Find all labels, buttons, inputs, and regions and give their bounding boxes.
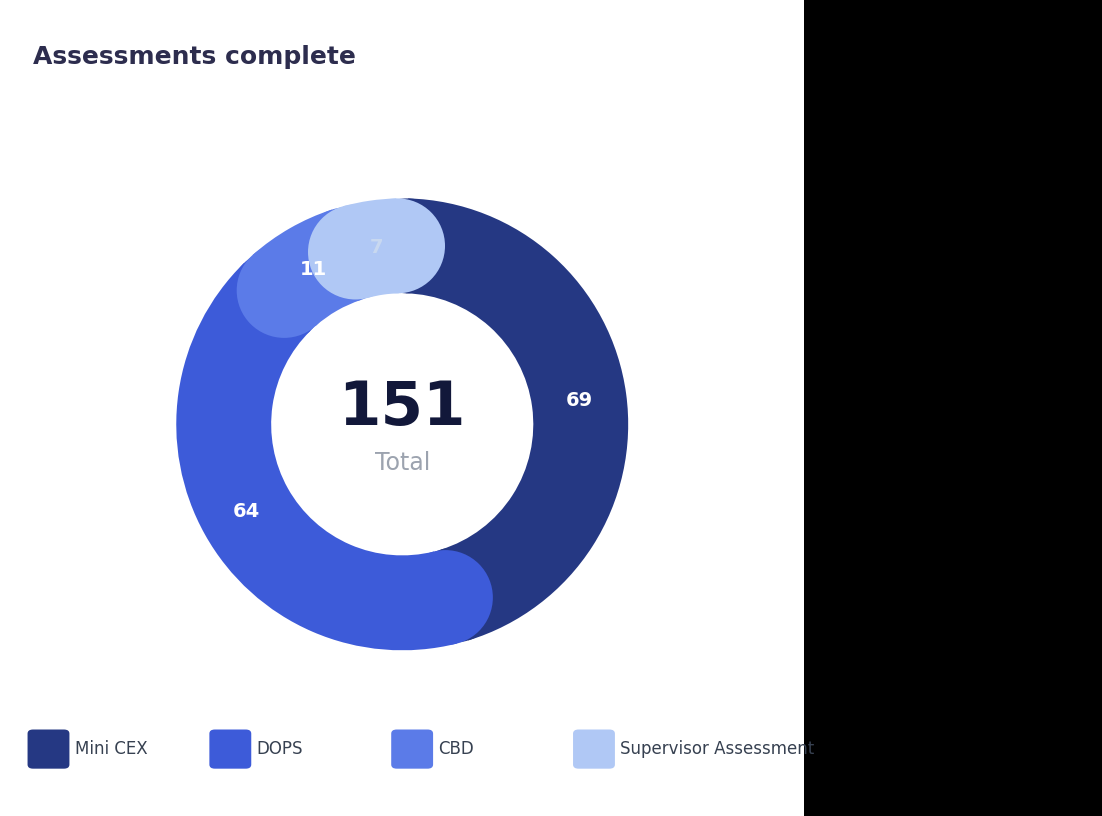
Circle shape bbox=[230, 250, 325, 344]
Wedge shape bbox=[176, 263, 457, 650]
Circle shape bbox=[398, 550, 493, 645]
Wedge shape bbox=[343, 198, 399, 298]
Circle shape bbox=[307, 205, 403, 299]
Circle shape bbox=[299, 207, 393, 302]
Text: Mini CEX: Mini CEX bbox=[75, 740, 148, 758]
Wedge shape bbox=[252, 210, 361, 326]
Text: 64: 64 bbox=[233, 502, 260, 521]
Text: Assessments complete: Assessments complete bbox=[33, 45, 356, 69]
Text: 151: 151 bbox=[338, 379, 466, 438]
Circle shape bbox=[350, 198, 445, 293]
Text: 69: 69 bbox=[565, 391, 593, 410]
Circle shape bbox=[359, 198, 454, 293]
Text: 11: 11 bbox=[300, 260, 327, 279]
Circle shape bbox=[407, 548, 501, 642]
Wedge shape bbox=[406, 198, 628, 641]
FancyBboxPatch shape bbox=[0, 0, 812, 816]
Text: 7: 7 bbox=[369, 238, 383, 257]
Text: Supervisor Assessment: Supervisor Assessment bbox=[620, 740, 814, 758]
Text: DOPS: DOPS bbox=[257, 740, 303, 758]
Circle shape bbox=[237, 243, 332, 338]
Text: CBD: CBD bbox=[439, 740, 474, 758]
Text: Total: Total bbox=[375, 450, 430, 475]
